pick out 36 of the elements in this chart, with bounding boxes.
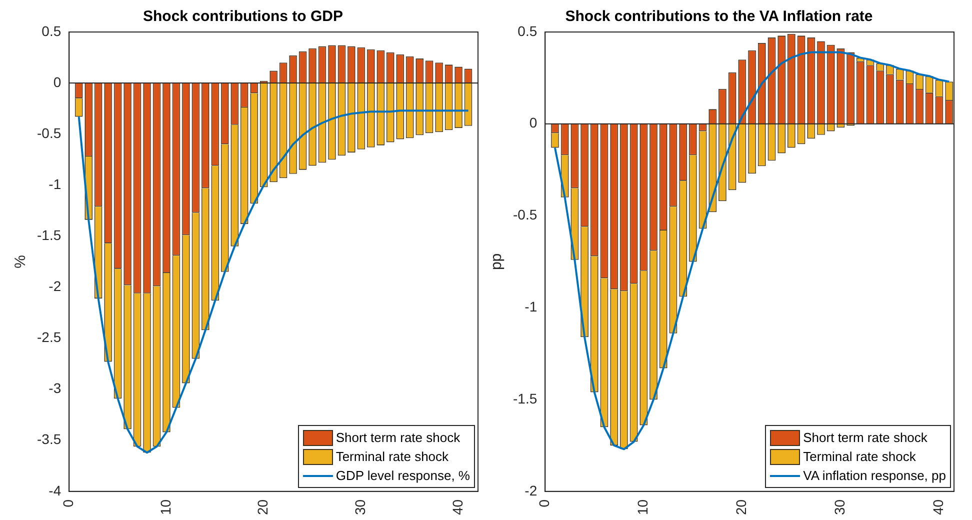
y-tick-label: 0	[53, 74, 62, 90]
legend-label: Short term rate shock	[336, 430, 460, 446]
x-tick-label: 10	[634, 499, 651, 516]
chart-title: Shock contributions to the VA Inflation rate	[565, 8, 873, 26]
y-tick-label: -1.5	[37, 227, 62, 244]
legend-label: GDP level response, %	[336, 468, 470, 484]
y-axis-title: %	[12, 255, 30, 268]
y-tick-label: -3	[48, 380, 62, 396]
y-tick-label: -1	[524, 298, 538, 315]
x-tick-label: 20	[254, 499, 271, 516]
y-tick-label: -3.5	[37, 431, 62, 448]
legend-label: Terminal rate shock	[803, 449, 916, 464]
x-tick-label: 40	[449, 499, 466, 516]
y-tick-label: -2	[48, 278, 62, 294]
chart-title: Shock contributions to GDP	[142, 8, 344, 26]
y-tick-label: -1.5	[513, 390, 538, 406]
y-tick-label: -1	[48, 176, 62, 192]
y-tick-label: -2	[524, 482, 538, 498]
y-axis-title: pp	[488, 253, 506, 270]
x-tick-label: 20	[733, 499, 750, 516]
y-tick-label: 0.5	[42, 22, 62, 39]
y-tick-label: -0.5	[513, 206, 538, 223]
y-tick-label: 0	[529, 114, 538, 131]
legend-label: Terminal rate shock	[336, 449, 449, 464]
y-tick-label: -2.5	[37, 329, 62, 346]
y-tick-label: -0.5	[37, 124, 62, 141]
x-tick-label: 0	[60, 499, 76, 508]
legend-label: VA inflation response, pp	[803, 468, 946, 484]
legend-label: Short term rate shock	[803, 430, 928, 446]
y-tick-label: 0.5	[518, 22, 538, 39]
x-tick-label: 0	[536, 499, 552, 508]
x-tick-label: 40	[930, 499, 946, 516]
x-tick-label: 10	[157, 499, 174, 516]
x-tick-label: 30	[352, 499, 368, 516]
y-tick-label: -4	[48, 482, 62, 498]
x-tick-label: 30	[832, 499, 848, 516]
